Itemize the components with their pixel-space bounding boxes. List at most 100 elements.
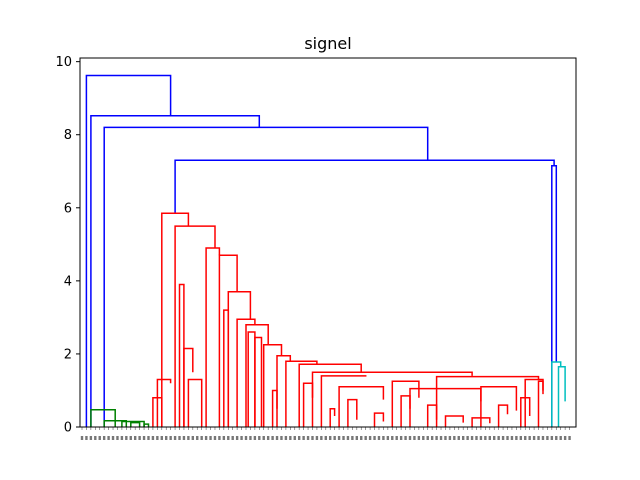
x-leaf-label xyxy=(209,436,212,440)
x-leaf-label xyxy=(430,436,434,440)
plot-frame xyxy=(79,57,577,428)
x-leaf-label xyxy=(408,436,412,440)
x-leaf-label xyxy=(337,436,341,440)
dendrogram-link xyxy=(551,361,562,427)
x-leaf-label xyxy=(280,436,283,440)
x-leaf-label xyxy=(479,436,483,440)
dendrogram-link xyxy=(161,212,190,427)
x-leaf-label xyxy=(563,436,567,440)
x-leaf-label xyxy=(501,436,505,440)
x-leaf-label xyxy=(377,436,381,440)
x-leaf-label xyxy=(196,436,199,440)
dendrogram-link xyxy=(223,309,230,427)
dendrogram-link xyxy=(174,159,555,214)
x-leaf-label xyxy=(165,436,168,440)
x-leaf-label xyxy=(98,436,101,440)
x-leaf-label xyxy=(559,436,562,440)
dendrogram-link xyxy=(311,371,473,427)
x-leaf-label xyxy=(439,436,443,440)
dendrogram-link xyxy=(302,382,314,427)
x-leaf-label xyxy=(391,436,394,440)
x-leaf-label xyxy=(306,436,310,440)
x-leaf-label xyxy=(218,436,221,440)
x-leaf-label xyxy=(160,436,163,440)
dendrogram-link xyxy=(187,378,203,427)
dendrogram-link xyxy=(205,247,221,427)
dendrogram-link xyxy=(218,254,238,427)
chart-title: signel xyxy=(304,34,351,53)
x-leaf-label xyxy=(94,436,97,440)
dendrogram-links xyxy=(85,74,566,427)
x-leaf-label xyxy=(80,436,84,440)
x-leaf-label xyxy=(399,436,403,440)
x-leaf-label xyxy=(120,436,124,440)
x-leaf-label xyxy=(382,436,385,440)
dendrogram-link xyxy=(557,365,566,427)
x-leaf-label xyxy=(422,436,425,440)
dendrogram-link xyxy=(338,386,385,427)
y-axis-ticks: 0 2 4 6 8 10 xyxy=(55,55,80,436)
dendrogram-link xyxy=(103,420,128,427)
dendrogram-link xyxy=(143,423,150,427)
x-leaf-label xyxy=(524,436,527,440)
x-leaf-label xyxy=(156,436,159,440)
x-leaf-label xyxy=(89,436,93,440)
y-tick-label: 8 xyxy=(64,128,72,143)
x-leaf-label xyxy=(244,436,248,440)
dendrogram-link xyxy=(254,336,263,427)
x-leaf-label xyxy=(231,436,234,440)
x-leaf-label xyxy=(346,436,350,440)
x-leaf-label xyxy=(532,436,536,440)
dendrogram-link xyxy=(247,331,256,427)
x-leaf-label xyxy=(253,436,257,440)
x-leaf-label xyxy=(364,436,367,440)
x-leaf-label xyxy=(320,436,323,440)
x-leaf-label xyxy=(213,436,217,440)
x-leaf-label xyxy=(413,436,416,440)
dendrogram-link xyxy=(524,378,544,427)
x-leaf-label xyxy=(249,436,252,440)
x-leaf-label xyxy=(173,436,177,440)
x-leaf-label xyxy=(129,436,132,440)
dendrogram-link xyxy=(174,225,216,427)
x-leaf-label xyxy=(528,436,531,440)
x-leaf-label xyxy=(240,436,243,440)
dendrogram-link xyxy=(400,395,411,427)
dendrogram-link xyxy=(426,404,438,427)
x-leaf-label xyxy=(147,436,150,440)
x-leaf-label xyxy=(329,436,332,440)
x-leaf-label xyxy=(461,436,465,440)
x-leaf-label xyxy=(315,436,319,440)
x-leaf-label xyxy=(351,436,354,440)
dendrogram-link xyxy=(271,389,278,427)
x-leaf-label xyxy=(395,436,398,440)
dendrogram-link xyxy=(90,409,116,427)
dendrogram-link xyxy=(520,397,531,427)
x-leaf-label xyxy=(426,436,429,440)
dendrogram-link xyxy=(262,344,283,427)
x-leaf-label xyxy=(453,436,456,440)
dendrogram-link xyxy=(373,412,385,427)
dendrogram-link xyxy=(156,378,172,427)
x-leaf-label xyxy=(178,436,181,440)
x-leaf-label xyxy=(417,436,421,440)
x-leaf-label xyxy=(289,436,292,440)
dendrogram-link xyxy=(435,375,540,427)
dendrogram-link xyxy=(236,318,256,427)
x-leaf-label xyxy=(275,436,279,440)
x-leaf-label xyxy=(102,436,106,440)
x-leaf-label xyxy=(111,436,115,440)
dendrogram-link xyxy=(497,404,509,427)
x-leaf-label xyxy=(187,436,190,440)
x-leaf-label xyxy=(142,436,146,440)
dendrogram-link xyxy=(298,363,362,427)
x-leaf-label xyxy=(271,436,274,440)
dendrogram-link xyxy=(103,126,429,427)
x-leaf-label xyxy=(284,436,288,440)
x-leaf-label xyxy=(85,436,88,440)
x-leaf-label xyxy=(333,436,336,440)
x-leaf-label xyxy=(444,436,447,440)
dendrogram-link xyxy=(276,355,292,427)
dendrogram-link xyxy=(347,398,358,427)
